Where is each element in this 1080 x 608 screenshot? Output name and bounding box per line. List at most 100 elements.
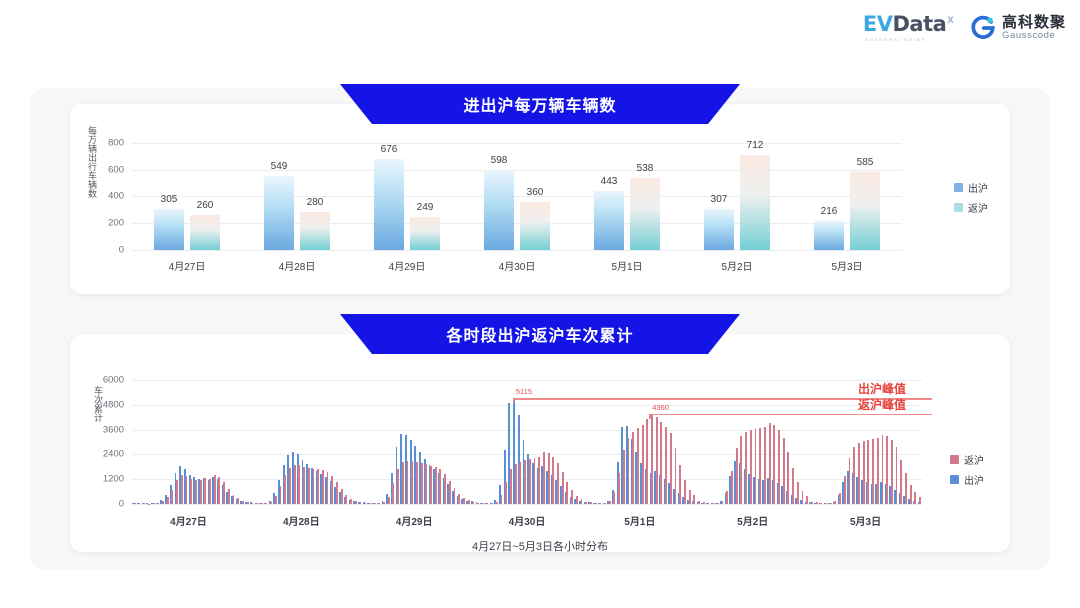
chart2-hour-bar-out	[621, 426, 624, 504]
chart1-bar-out	[814, 221, 844, 250]
chart1-bar-value: 305	[160, 194, 178, 206]
chart2-hour-bar-out	[546, 470, 548, 504]
chart2-hour-bar-out	[903, 496, 906, 504]
chart2-hour-bar-out	[202, 478, 205, 504]
evdata-logo: EVData x SHANGHAI CHINA	[863, 12, 954, 42]
chart2-x-tick: 4月30日	[508, 517, 546, 528]
chart2-hour-bar-ret	[829, 502, 832, 504]
chart1-x-tick: 5月2日	[721, 262, 753, 273]
chart2-hour-bar-ret	[909, 484, 912, 504]
chart2-hour-bar-ret	[801, 490, 804, 504]
chart2-hour-bar-out	[447, 484, 450, 504]
chart2-hour-bar-ret	[575, 495, 578, 504]
chart2-hour-bar-out	[607, 500, 610, 504]
chart2-hour-bar-ret	[914, 492, 917, 504]
chart2-hour-bar-out	[579, 501, 581, 504]
chart1-bar-value: 216	[820, 206, 838, 218]
chart2-hour-bar-ret	[919, 496, 921, 504]
chart2-hour-bar-ret	[143, 503, 146, 504]
chart2-hour-bar-out	[630, 438, 633, 504]
chart1-legend-item[interactable]: 返沪	[954, 200, 988, 215]
chart2-hour-bar-ret	[354, 500, 357, 504]
chart2-hour-bar-out	[884, 484, 887, 504]
chart2-hour-bar-out	[879, 482, 882, 504]
chart2-hour-bar-ret	[538, 456, 541, 504]
chart2-hour-bar-out	[640, 462, 642, 504]
chart2-hour-bar-out	[541, 465, 544, 504]
chart2-hour-bar-out	[193, 477, 196, 504]
chart2-hour-bar-ret	[867, 440, 870, 504]
chart2-hour-bar-out	[894, 489, 896, 504]
chart2-hour-bar-ret	[514, 463, 517, 504]
chart2-x-tick: 5月1日	[624, 517, 656, 528]
chart2-hour-bar-out	[527, 454, 530, 504]
logo-bar: EVData x SHANGHAI CHINA 高科数聚 Gausscode	[863, 12, 1066, 42]
chart2-hour-bar-ret	[604, 502, 606, 504]
chart2-hour-bar-out	[597, 503, 600, 504]
chart2-hour-bar-ret	[542, 452, 545, 504]
chart2-hour-bar-out	[301, 459, 304, 504]
chart2-annotation-stem	[649, 413, 651, 419]
chart2-hour-bar-out	[414, 446, 417, 504]
chart2-hour-bar-ret	[552, 456, 555, 504]
chart2-hour-bar-ret	[420, 462, 423, 504]
chart2-gridline	[132, 504, 922, 505]
chart2-hour-bar-out	[828, 503, 831, 504]
chart2-hour-bar-ret	[716, 502, 719, 504]
chart2-hour-bar-ret	[627, 437, 630, 504]
chart2-hour-bar-out	[367, 502, 370, 504]
chart2-hour-bar-ret	[782, 437, 785, 504]
chart2-hour-bar-out	[917, 502, 920, 504]
chart2-hour-bar-out	[668, 483, 671, 504]
chart2-hour-bar-ret	[350, 498, 352, 504]
chart2-hour-bar-ret	[383, 501, 385, 504]
gausscode-en: Gausscode	[1001, 29, 1056, 41]
chart2-hour-bar-ret	[646, 419, 649, 504]
chart2-hour-bar-out	[687, 499, 690, 504]
chart2-hour-bar-ret	[340, 488, 343, 504]
chart1-legend-item[interactable]: 出沪	[954, 180, 988, 195]
chart2-hour-bar-ret	[467, 500, 470, 504]
chart2-hour-bar-out	[729, 476, 732, 504]
evdata-text: EVData	[863, 14, 947, 35]
chart2-hour-bar-out	[484, 502, 487, 504]
chart2-hour-bar-ret	[138, 503, 141, 504]
chart2-y-tick: 0	[118, 498, 124, 510]
chart2-hour-bar-ret	[180, 474, 183, 504]
chart2-hour-bar-out	[823, 503, 826, 504]
chart2-hour-bar-ret	[561, 472, 564, 504]
chart2-hour-bar-out	[235, 499, 238, 504]
chart2-hour-bar-ret	[712, 503, 715, 504]
chart2-hour-bar-out	[536, 467, 539, 504]
chart2-hour-bar-ret	[392, 483, 395, 504]
chart2-gridline	[132, 454, 922, 456]
chart2-legend-item[interactable]: 出沪	[950, 472, 984, 487]
chart2-hour-bar-ret	[397, 468, 400, 504]
chart2-hour-bar-ret	[905, 473, 907, 504]
chart2-hour-bar-ret	[289, 467, 291, 504]
chart2-hour-bar-out	[574, 499, 577, 504]
chart2-hour-bar-out	[409, 440, 412, 504]
chart2-hour-bar-out	[376, 502, 379, 504]
chart2-hour-bar-out	[663, 479, 666, 504]
chart2-legend-item[interactable]: 返沪	[950, 452, 984, 467]
chart2-hour-bar-ret	[194, 480, 197, 504]
chart2-hour-bar-ret	[321, 469, 324, 504]
chart2-hour-bar-out	[804, 501, 807, 504]
chart2-hour-bar-ret	[331, 476, 334, 504]
chart2-hour-bar-out	[800, 500, 802, 504]
chart2-legend-label: 返沪	[964, 456, 984, 467]
chart2-hour-bar-ret	[439, 468, 442, 504]
chart2-hour-bar-ret	[608, 501, 611, 504]
chart2-hour-bar-ret	[519, 461, 522, 504]
chart1-gridline	[132, 142, 902, 144]
chart2-hour-bar-out	[470, 501, 473, 504]
chart2-legend-swatch-icon	[950, 475, 959, 484]
chart1-bar-value: 549	[270, 161, 288, 173]
chart2-x-tick: 4月27日	[170, 517, 207, 528]
gausscode-text: 高科数聚 Gausscode	[1002, 15, 1066, 41]
chart2-hour-bar-out	[240, 501, 243, 504]
chart2-hour-bar-out	[847, 470, 849, 504]
chart2-hour-bar-out	[400, 433, 403, 504]
chart2-hour-bar-ret	[293, 464, 296, 504]
